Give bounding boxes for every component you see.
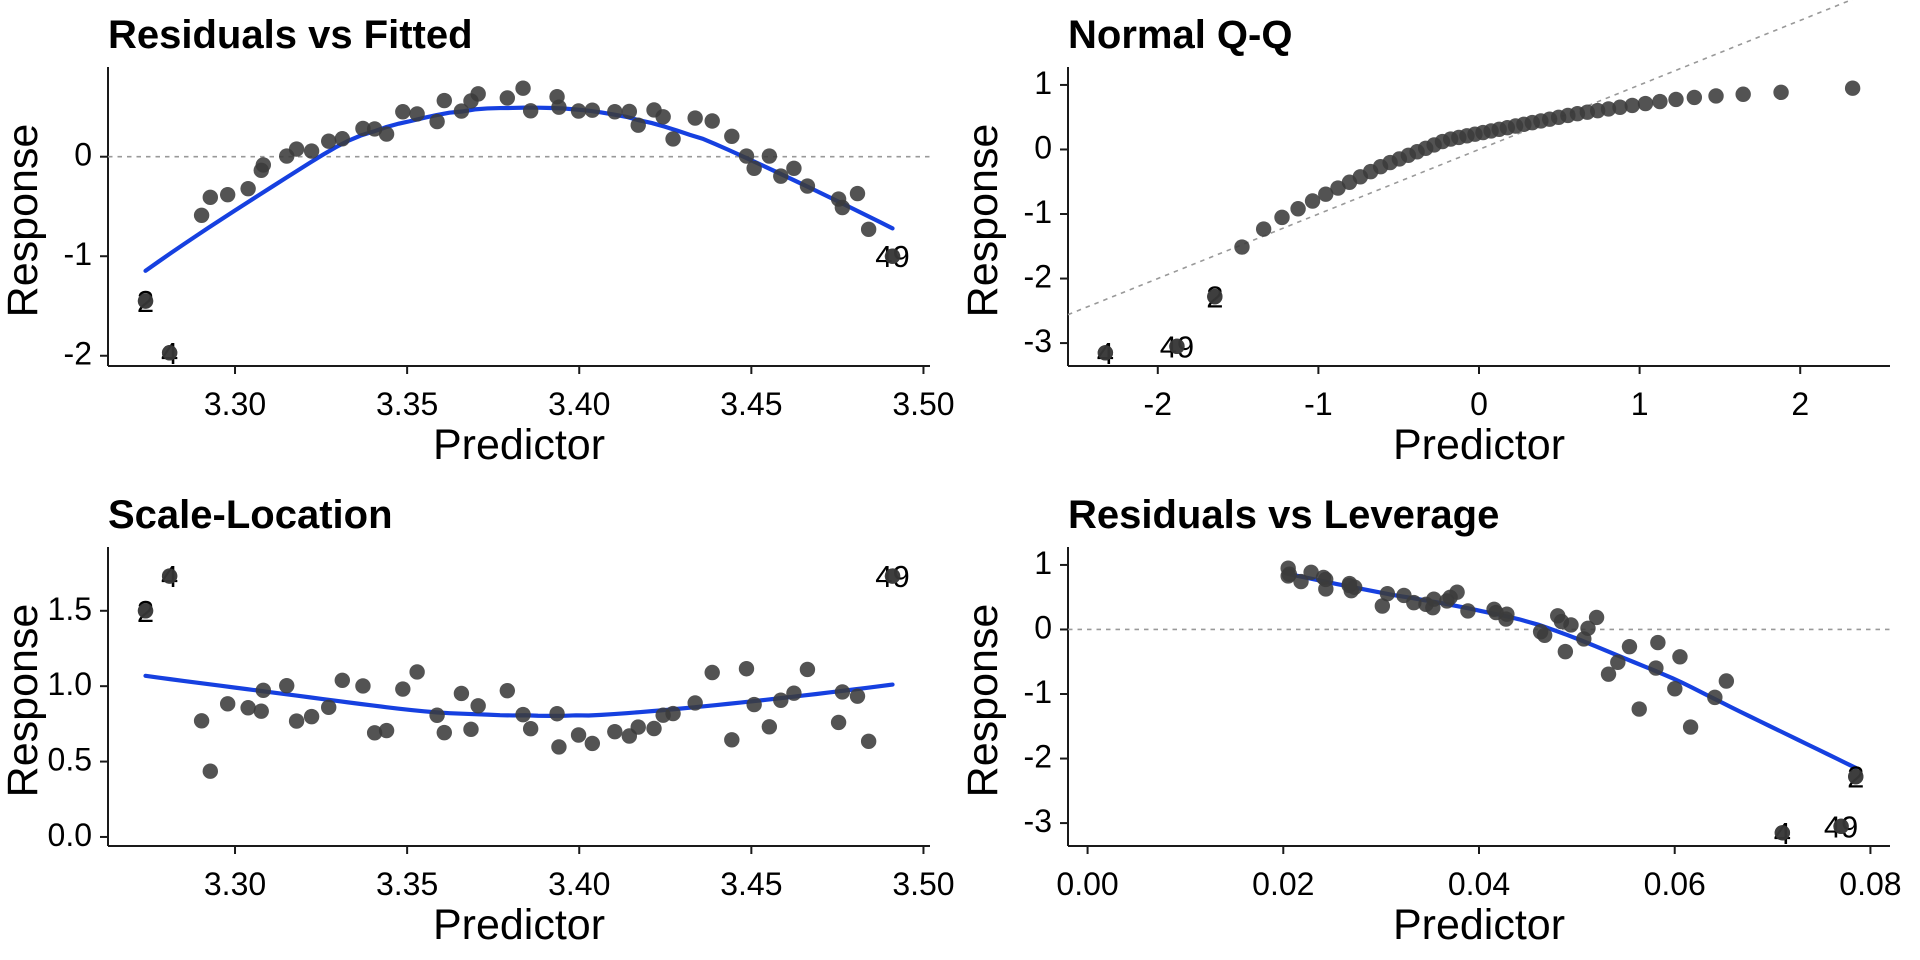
svg-text:-1: -1 [1024, 194, 1052, 230]
svg-text:0.02: 0.02 [1252, 866, 1314, 902]
svg-text:Response: Response [959, 124, 1007, 318]
svg-text:Predictor: Predictor [433, 421, 605, 469]
svg-text:0.06: 0.06 [1644, 866, 1706, 902]
svg-text:0: 0 [74, 137, 92, 173]
svg-text:Normal Q-Q: Normal Q-Q [1068, 13, 1292, 57]
svg-text:3.35: 3.35 [376, 866, 438, 902]
svg-text:-1: -1 [64, 236, 92, 272]
svg-text:3.30: 3.30 [204, 866, 266, 902]
svg-text:1.5: 1.5 [48, 591, 92, 627]
svg-text:1: 1 [1631, 386, 1649, 422]
svg-text:0.04: 0.04 [1448, 866, 1510, 902]
svg-text:-3: -3 [1024, 323, 1052, 359]
svg-text:3.40: 3.40 [548, 386, 610, 422]
svg-text:-1: -1 [1304, 386, 1332, 422]
svg-text:0.5: 0.5 [48, 742, 92, 778]
svg-text:-2: -2 [1024, 259, 1052, 295]
svg-text:1.0: 1.0 [48, 666, 92, 702]
svg-text:0.08: 0.08 [1839, 866, 1901, 902]
svg-text:Predictor: Predictor [433, 901, 605, 949]
svg-text:0.00: 0.00 [1056, 866, 1118, 902]
svg-text:3.50: 3.50 [892, 866, 954, 902]
svg-text:0: 0 [1470, 386, 1488, 422]
svg-text:3.40: 3.40 [548, 866, 610, 902]
svg-text:3.45: 3.45 [720, 386, 782, 422]
svg-text:3.50: 3.50 [892, 386, 954, 422]
svg-text:1: 1 [1034, 545, 1052, 581]
svg-text:3.45: 3.45 [720, 866, 782, 902]
svg-text:3.35: 3.35 [376, 386, 438, 422]
svg-text:0: 0 [1034, 129, 1052, 165]
svg-text:Residuals vs Fitted: Residuals vs Fitted [108, 13, 473, 57]
svg-text:0.0: 0.0 [48, 817, 92, 853]
svg-text:Residuals vs Leverage: Residuals vs Leverage [1068, 493, 1499, 537]
svg-text:0: 0 [1034, 609, 1052, 645]
svg-text:Response: Response [959, 604, 1007, 798]
svg-text:Predictor: Predictor [1393, 421, 1565, 469]
svg-text:Response: Response [0, 124, 47, 318]
svg-text:-3: -3 [1024, 803, 1052, 839]
svg-text:-2: -2 [1024, 739, 1052, 775]
svg-text:Response: Response [0, 604, 47, 798]
svg-text:Predictor: Predictor [1393, 901, 1565, 949]
svg-text:Scale-Location: Scale-Location [108, 493, 393, 537]
svg-text:-2: -2 [64, 336, 92, 372]
svg-text:1: 1 [1034, 65, 1052, 101]
svg-text:-1: -1 [1024, 674, 1052, 710]
svg-text:3.30: 3.30 [204, 386, 266, 422]
svg-text:2: 2 [1791, 386, 1809, 422]
svg-text:-2: -2 [1144, 386, 1172, 422]
